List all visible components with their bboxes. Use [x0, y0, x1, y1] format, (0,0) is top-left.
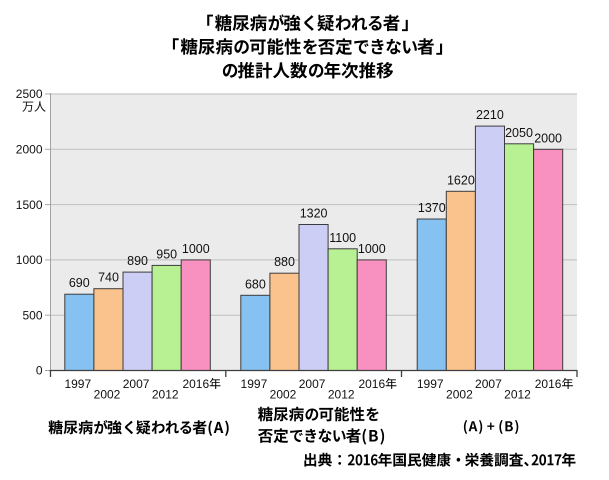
- svg-text:1370: 1370: [418, 201, 446, 215]
- svg-text:2016: 2016: [535, 377, 562, 391]
- svg-text:1997: 1997: [241, 377, 268, 391]
- svg-text:2016: 2016: [182, 377, 209, 391]
- svg-text:2210: 2210: [476, 108, 504, 122]
- svg-text:890: 890: [127, 254, 148, 268]
- svg-text:950: 950: [156, 247, 177, 261]
- svg-text:1997: 1997: [64, 377, 91, 391]
- svg-text:2002: 2002: [446, 388, 473, 402]
- svg-text:2050: 2050: [505, 126, 533, 140]
- svg-text:680: 680: [245, 277, 266, 291]
- svg-text:1500: 1500: [16, 198, 43, 212]
- svg-text:1100: 1100: [329, 231, 356, 245]
- svg-text:2002: 2002: [270, 388, 297, 402]
- svg-text:2000: 2000: [16, 143, 43, 157]
- svg-text:2007: 2007: [475, 377, 502, 391]
- svg-text:2500: 2500: [16, 87, 43, 101]
- svg-text:1620: 1620: [447, 173, 475, 187]
- svg-text:1320: 1320: [300, 207, 328, 221]
- svg-text:740: 740: [98, 271, 119, 285]
- svg-text:1997: 1997: [417, 377, 444, 391]
- svg-text:880: 880: [274, 255, 295, 269]
- svg-text:1000: 1000: [16, 253, 43, 267]
- svg-text:2007: 2007: [123, 377, 150, 391]
- svg-text:2007: 2007: [299, 377, 326, 391]
- svg-text:2012: 2012: [328, 388, 355, 402]
- svg-text:2012: 2012: [152, 388, 179, 402]
- svg-text:1000: 1000: [358, 242, 386, 256]
- svg-text:0: 0: [36, 364, 43, 378]
- svg-text:1000: 1000: [182, 242, 210, 256]
- svg-text:2000: 2000: [534, 131, 562, 145]
- svg-text:2016: 2016: [358, 377, 385, 391]
- svg-text:500: 500: [22, 308, 42, 322]
- svg-text:2012: 2012: [504, 388, 531, 402]
- svg-text:2002: 2002: [94, 388, 121, 402]
- svg-text:690: 690: [69, 276, 90, 290]
